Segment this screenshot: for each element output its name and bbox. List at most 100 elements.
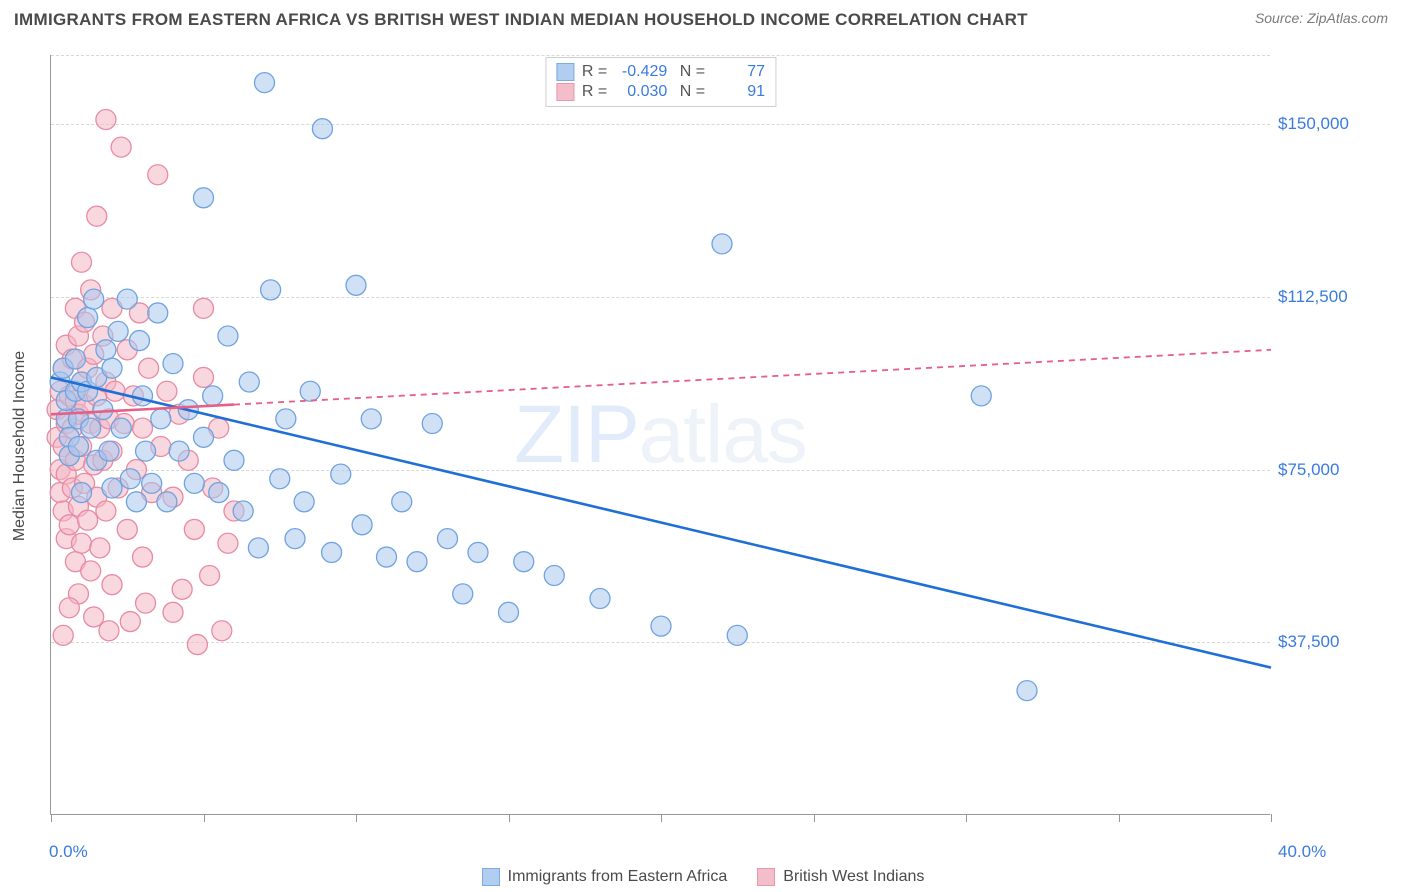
data-point — [392, 492, 412, 512]
data-point — [81, 561, 101, 581]
data-point — [218, 326, 238, 346]
chart-title: IMMIGRANTS FROM EASTERN AFRICA VS BRITIS… — [14, 10, 1028, 30]
data-point — [499, 602, 519, 622]
data-point — [99, 621, 119, 641]
data-point — [148, 303, 168, 323]
data-point — [139, 358, 159, 378]
data-point — [194, 367, 214, 387]
data-point — [184, 519, 204, 539]
legend-label-series-2: British West Indians — [783, 868, 924, 886]
y-axis-label: Median Household Income — [11, 351, 29, 541]
data-point — [53, 625, 73, 645]
data-point — [590, 589, 610, 609]
data-point — [84, 289, 104, 309]
data-point — [133, 547, 153, 567]
data-point — [422, 413, 442, 433]
data-point — [194, 188, 214, 208]
data-point — [468, 542, 488, 562]
data-point — [84, 607, 104, 627]
chart-plot-area: ZIPatlas $37,500$75,000$112,500$150,000 … — [50, 55, 1270, 815]
data-point — [133, 386, 153, 406]
data-point — [453, 584, 473, 604]
data-point — [163, 354, 183, 374]
data-point — [261, 280, 281, 300]
data-point — [200, 565, 220, 585]
data-point — [102, 358, 122, 378]
data-point — [727, 625, 747, 645]
data-point — [276, 409, 296, 429]
data-point — [72, 252, 92, 272]
data-point — [148, 165, 168, 185]
data-point — [93, 400, 113, 420]
data-point — [81, 418, 101, 438]
data-point — [203, 386, 223, 406]
data-point — [96, 109, 116, 129]
swatch-series-2-icon — [757, 868, 775, 886]
n-value-series-1: 77 — [713, 63, 765, 81]
data-point — [331, 464, 351, 484]
data-point — [285, 529, 305, 549]
data-point — [99, 441, 119, 461]
data-point — [377, 547, 397, 567]
x-axis-min-label: 0.0% — [49, 842, 88, 862]
data-point — [136, 441, 156, 461]
data-point — [120, 612, 140, 632]
data-point — [126, 492, 146, 512]
data-point — [163, 602, 183, 622]
data-point — [300, 381, 320, 401]
r-value-series-1: -0.429 — [615, 63, 667, 81]
correlation-legend: R = -0.429 N = 77 R = 0.030 N = 91 — [545, 57, 776, 107]
data-point — [212, 621, 232, 641]
n-value-series-2: 91 — [713, 83, 765, 101]
data-point — [96, 501, 116, 521]
y-tick-label: $37,500 — [1278, 632, 1388, 652]
data-point — [72, 533, 92, 553]
data-point — [96, 340, 116, 360]
data-point — [194, 427, 214, 447]
data-point — [59, 598, 79, 618]
series-legend: Immigrants from Eastern Africa British W… — [0, 868, 1406, 886]
scatter-plot-svg — [51, 55, 1270, 814]
data-point — [78, 308, 98, 328]
y-tick-label: $75,000 — [1278, 460, 1388, 480]
data-point — [194, 298, 214, 318]
data-point — [239, 372, 259, 392]
data-point — [248, 538, 268, 558]
data-point — [233, 501, 253, 521]
x-axis-max-label: 40.0% — [1278, 842, 1388, 862]
legend-row-series-2: R = 0.030 N = 91 — [556, 82, 765, 102]
data-point — [136, 593, 156, 613]
y-tick-label: $150,000 — [1278, 114, 1388, 134]
data-point — [514, 552, 534, 572]
swatch-series-1 — [556, 63, 574, 81]
data-point — [120, 469, 140, 489]
data-point — [346, 275, 366, 295]
data-point — [117, 289, 137, 309]
data-point — [255, 73, 275, 93]
r-value-series-2: 0.030 — [615, 83, 667, 101]
swatch-series-2 — [556, 83, 574, 101]
data-point — [322, 542, 342, 562]
data-point — [352, 515, 372, 535]
data-point — [129, 331, 149, 351]
data-point — [438, 529, 458, 549]
data-point — [218, 533, 238, 553]
data-point — [117, 519, 137, 539]
legend-item-series-1: Immigrants from Eastern Africa — [482, 868, 728, 886]
data-point — [544, 565, 564, 585]
data-point — [184, 473, 204, 493]
legend-label-series-1: Immigrants from Eastern Africa — [508, 868, 728, 886]
data-point — [157, 492, 177, 512]
y-tick-label: $112,500 — [1278, 287, 1388, 307]
data-point — [72, 483, 92, 503]
data-point — [712, 234, 732, 254]
data-point — [151, 409, 171, 429]
legend-row-series-1: R = -0.429 N = 77 — [556, 62, 765, 82]
source-attribution: Source: ZipAtlas.com — [1255, 10, 1388, 26]
swatch-series-1-icon — [482, 868, 500, 886]
data-point — [294, 492, 314, 512]
data-point — [971, 386, 991, 406]
data-point — [142, 473, 162, 493]
data-point — [111, 418, 131, 438]
data-point — [108, 321, 128, 341]
